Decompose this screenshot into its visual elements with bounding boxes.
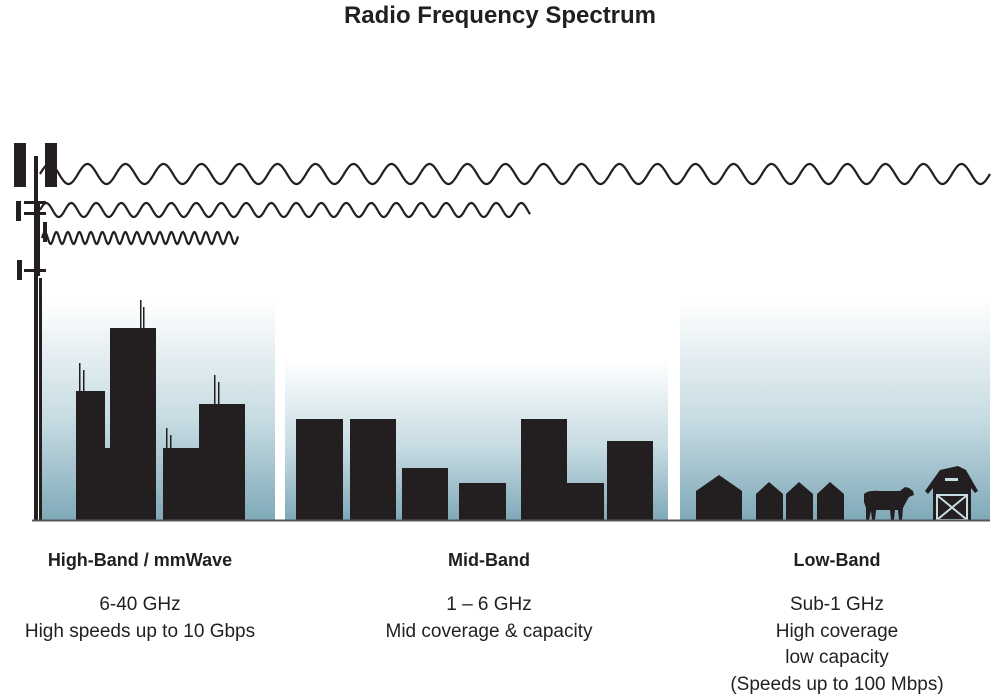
band-name: High-Band / mmWave	[47, 550, 233, 570]
cow-icon	[864, 487, 914, 520]
band-description: Mid coverage & capacity	[385, 620, 593, 642]
diagram-title: Radio Frequency Spectrum	[343, 2, 657, 29]
band-description: High coverage	[775, 620, 899, 642]
high-band-label: High-Band / mmWave 6-40 GHz High speeds …	[0, 547, 300, 645]
band-frequency: Sub-1 GHz	[790, 594, 884, 615]
high-band-wave	[40, 230, 240, 246]
band-name: Low-Band	[793, 550, 881, 570]
barn-icon	[925, 466, 978, 521]
band-description: low capacity	[785, 647, 889, 668]
cell-tower-icon	[14, 143, 57, 520]
mid-band-wave	[39, 201, 531, 219]
farm-houses-icon	[696, 475, 844, 520]
low-band-label: Low-Band Sub-1 GHz High coverage low cap…	[677, 547, 997, 698]
mid-band-label: Mid-Band 1 – 6 GHz Mid coverage & capaci…	[329, 547, 649, 645]
band-description: High speeds up to 10 Gbps	[24, 620, 256, 642]
band-speed: (Speeds up to 100 Mbps)	[730, 673, 944, 695]
band-name: Mid-Band	[448, 550, 530, 570]
band-frequency: 1 – 6 GHz	[446, 594, 532, 615]
low-band-wave	[39, 162, 991, 186]
band-frequency: 6-40 GHz	[99, 594, 181, 615]
city-skyline-icon	[76, 300, 245, 520]
suburb-skyline-icon	[296, 419, 653, 520]
